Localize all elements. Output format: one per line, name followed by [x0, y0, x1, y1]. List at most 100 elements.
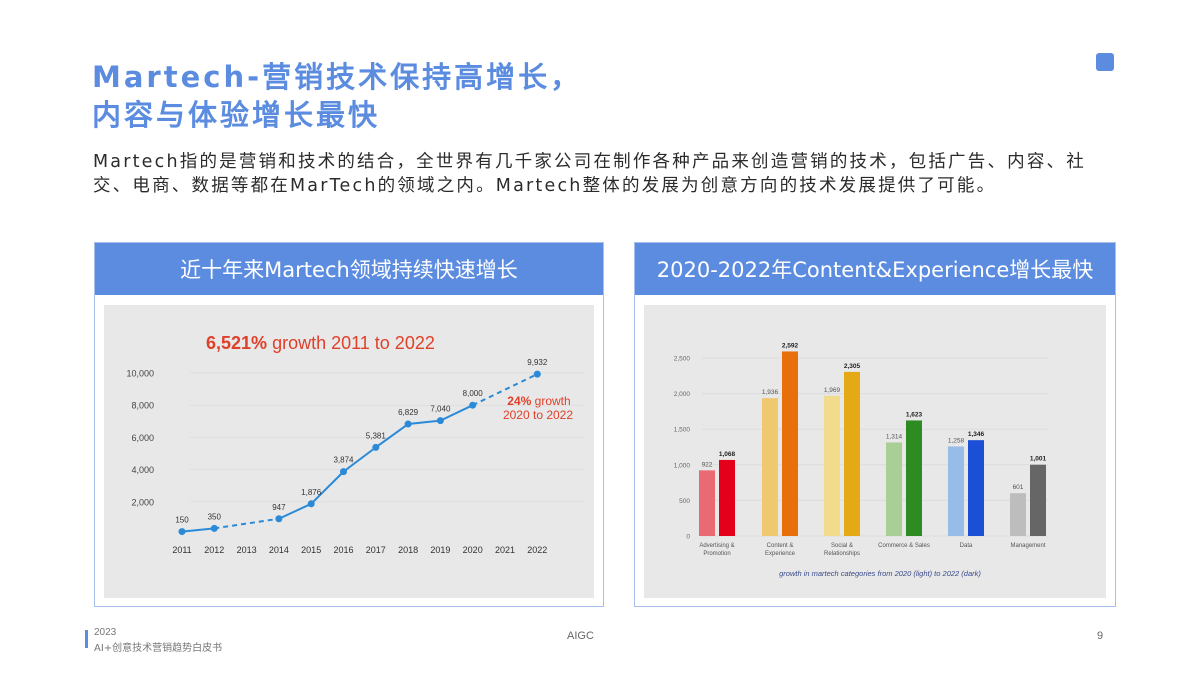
- category-growth-panel: 2020-2022年Content&Experience增长最快 0 500 1,0…: [634, 242, 1116, 607]
- line-chart: 2,000 4,000 6,000 8,000 10,000 2011 2012 2013 20…: [126, 333, 584, 555]
- footer-book-title: AI+创意技术营销趋势白皮书: [94, 643, 223, 654]
- line-segment: [375, 423, 409, 449]
- line-segment: [439, 404, 474, 422]
- bar-2022: [906, 420, 922, 536]
- category-label: Data: [960, 543, 973, 549]
- x-tick-label: 2013: [237, 545, 257, 555]
- bar-2020: [762, 398, 778, 536]
- data-label: 8,000: [463, 389, 484, 398]
- y-tick-label: 1,000: [674, 462, 691, 469]
- data-point: [469, 401, 477, 409]
- growth-annotation: 24% growth: [507, 394, 570, 408]
- data-label: 947: [272, 503, 286, 512]
- bar-2020: [886, 442, 902, 536]
- data-label: 5,381: [366, 431, 387, 440]
- line-chart-area: 2,000 4,000 6,000 8,000 10,000 2011 2012 2013 20…: [104, 305, 594, 598]
- data-label: 6,829: [398, 408, 419, 417]
- x-tick-label: 2014: [269, 545, 289, 555]
- bar-2020: [948, 446, 964, 536]
- category-label: Management: [1010, 543, 1045, 549]
- footer-accent-bar: [85, 630, 88, 648]
- y-tick-label: 2,000: [674, 391, 691, 398]
- bar-label-2020: 1,969: [824, 387, 841, 394]
- data-point: [210, 524, 218, 532]
- bar-2022: [1030, 464, 1046, 536]
- data-label: 350: [208, 512, 222, 521]
- decorative-square-icon: [1096, 53, 1114, 71]
- y-tick-label: 2,500: [674, 356, 691, 363]
- panel-header-left: 近十年来Martech领域持续快速增长: [95, 243, 603, 295]
- y-tick-label: 4,000: [131, 465, 154, 475]
- data-point: [307, 500, 315, 508]
- bar-label-2020: 1,258: [948, 437, 965, 444]
- title-line-1: Martech-营销技术保持高增长，: [92, 60, 583, 94]
- line-segment: [278, 502, 312, 520]
- x-tick-label: 2018: [398, 545, 418, 555]
- y-tick-label: 2,000: [131, 497, 154, 507]
- footer-center-label: AIGC: [567, 630, 594, 642]
- footer-year: 2023: [94, 627, 117, 638]
- panel-header-right: 2020-2022年Content&Experience增长最快: [635, 243, 1115, 295]
- data-label: 3,874: [333, 456, 354, 465]
- bar-2022: [719, 459, 735, 536]
- bar-2022: [844, 371, 860, 536]
- x-tick-label: 2017: [366, 545, 386, 555]
- bar-chart-area: 0 500 1,000 1,500 2,000 2,500 922 1,068 Advertis…: [644, 305, 1106, 598]
- y-tick-label: 500: [679, 498, 690, 505]
- y-tick-label: 0: [686, 534, 690, 541]
- bar-label-2022: 1,068: [719, 451, 736, 458]
- data-point: [404, 420, 412, 428]
- chart-title: 6,521% growth 2011 to 2022: [206, 333, 435, 353]
- category-label: Content &: [767, 543, 794, 549]
- category-label: Commerce & Sales: [878, 543, 930, 549]
- bar-2022: [782, 351, 798, 536]
- x-tick-label: 2011: [172, 545, 191, 555]
- line-segment: [342, 446, 377, 473]
- y-tick-label: 10,000: [126, 369, 154, 379]
- x-tick-label: 2016: [333, 545, 353, 555]
- category-label: Social &: [831, 543, 853, 549]
- data-label: 1,876: [301, 488, 322, 497]
- x-tick-label: 2019: [430, 545, 450, 555]
- bar-2020: [1010, 493, 1026, 536]
- x-tick-label: 2022: [527, 545, 547, 555]
- data-label: 7,040: [430, 405, 451, 414]
- bar-label-2020: 922: [702, 461, 713, 468]
- bar-label-2022: 1,001: [1030, 456, 1047, 463]
- category-label: Advertising &: [699, 543, 734, 549]
- page-number: 9: [1097, 630, 1104, 642]
- bar-label-2022: 1,346: [968, 431, 985, 438]
- bar-label-2022: 1,623: [906, 411, 923, 418]
- bar-label-2020: 1,314: [886, 433, 903, 440]
- x-tick-label: 2015: [301, 545, 321, 555]
- bar-2022: [968, 440, 984, 536]
- dashed-segment: [214, 517, 280, 530]
- y-tick-label: 1,500: [674, 427, 691, 434]
- page-title: Martech-营销技术保持高增长， 内容与体验增长最快: [92, 58, 582, 134]
- bar-label-2020: 1,936: [762, 389, 779, 396]
- data-point: [533, 370, 541, 378]
- bar-label-2020: 601: [1013, 484, 1024, 491]
- x-tick-label: 2020: [463, 545, 483, 555]
- bar-label-2022: 2,592: [782, 342, 799, 349]
- intro-paragraph: Martech指的是营销和技术的结合，全世界有几千家公司在制作各种产品来创造营销…: [93, 152, 1086, 196]
- category-label: Promotion: [703, 551, 730, 557]
- bar-chart: 0 500 1,000 1,500 2,000 2,500 922 1,068 Advertis…: [674, 342, 1049, 578]
- data-point: [340, 468, 347, 476]
- category-label: Experience: [765, 551, 796, 557]
- category-label: Relationships: [824, 551, 860, 557]
- x-tick-label: 2021: [495, 545, 515, 555]
- data-label: 150: [175, 516, 189, 525]
- line-segment: [181, 527, 215, 533]
- martech-growth-panel: 近十年来Martech领域持续快速增长 2,000 4,000 6,000 8,000…: [94, 242, 604, 607]
- line-segment: [407, 419, 441, 426]
- bar-2020: [699, 470, 715, 536]
- y-tick-label: 6,000: [131, 433, 154, 443]
- title-line-2: 内容与体验增长最快: [92, 98, 381, 132]
- bar-2020: [824, 395, 840, 536]
- growth-annotation-period: 2020 to 2022: [503, 408, 573, 422]
- y-tick-label: 8,000: [131, 401, 154, 411]
- data-point: [436, 417, 444, 425]
- data-point: [275, 515, 283, 523]
- data-point: [372, 443, 380, 451]
